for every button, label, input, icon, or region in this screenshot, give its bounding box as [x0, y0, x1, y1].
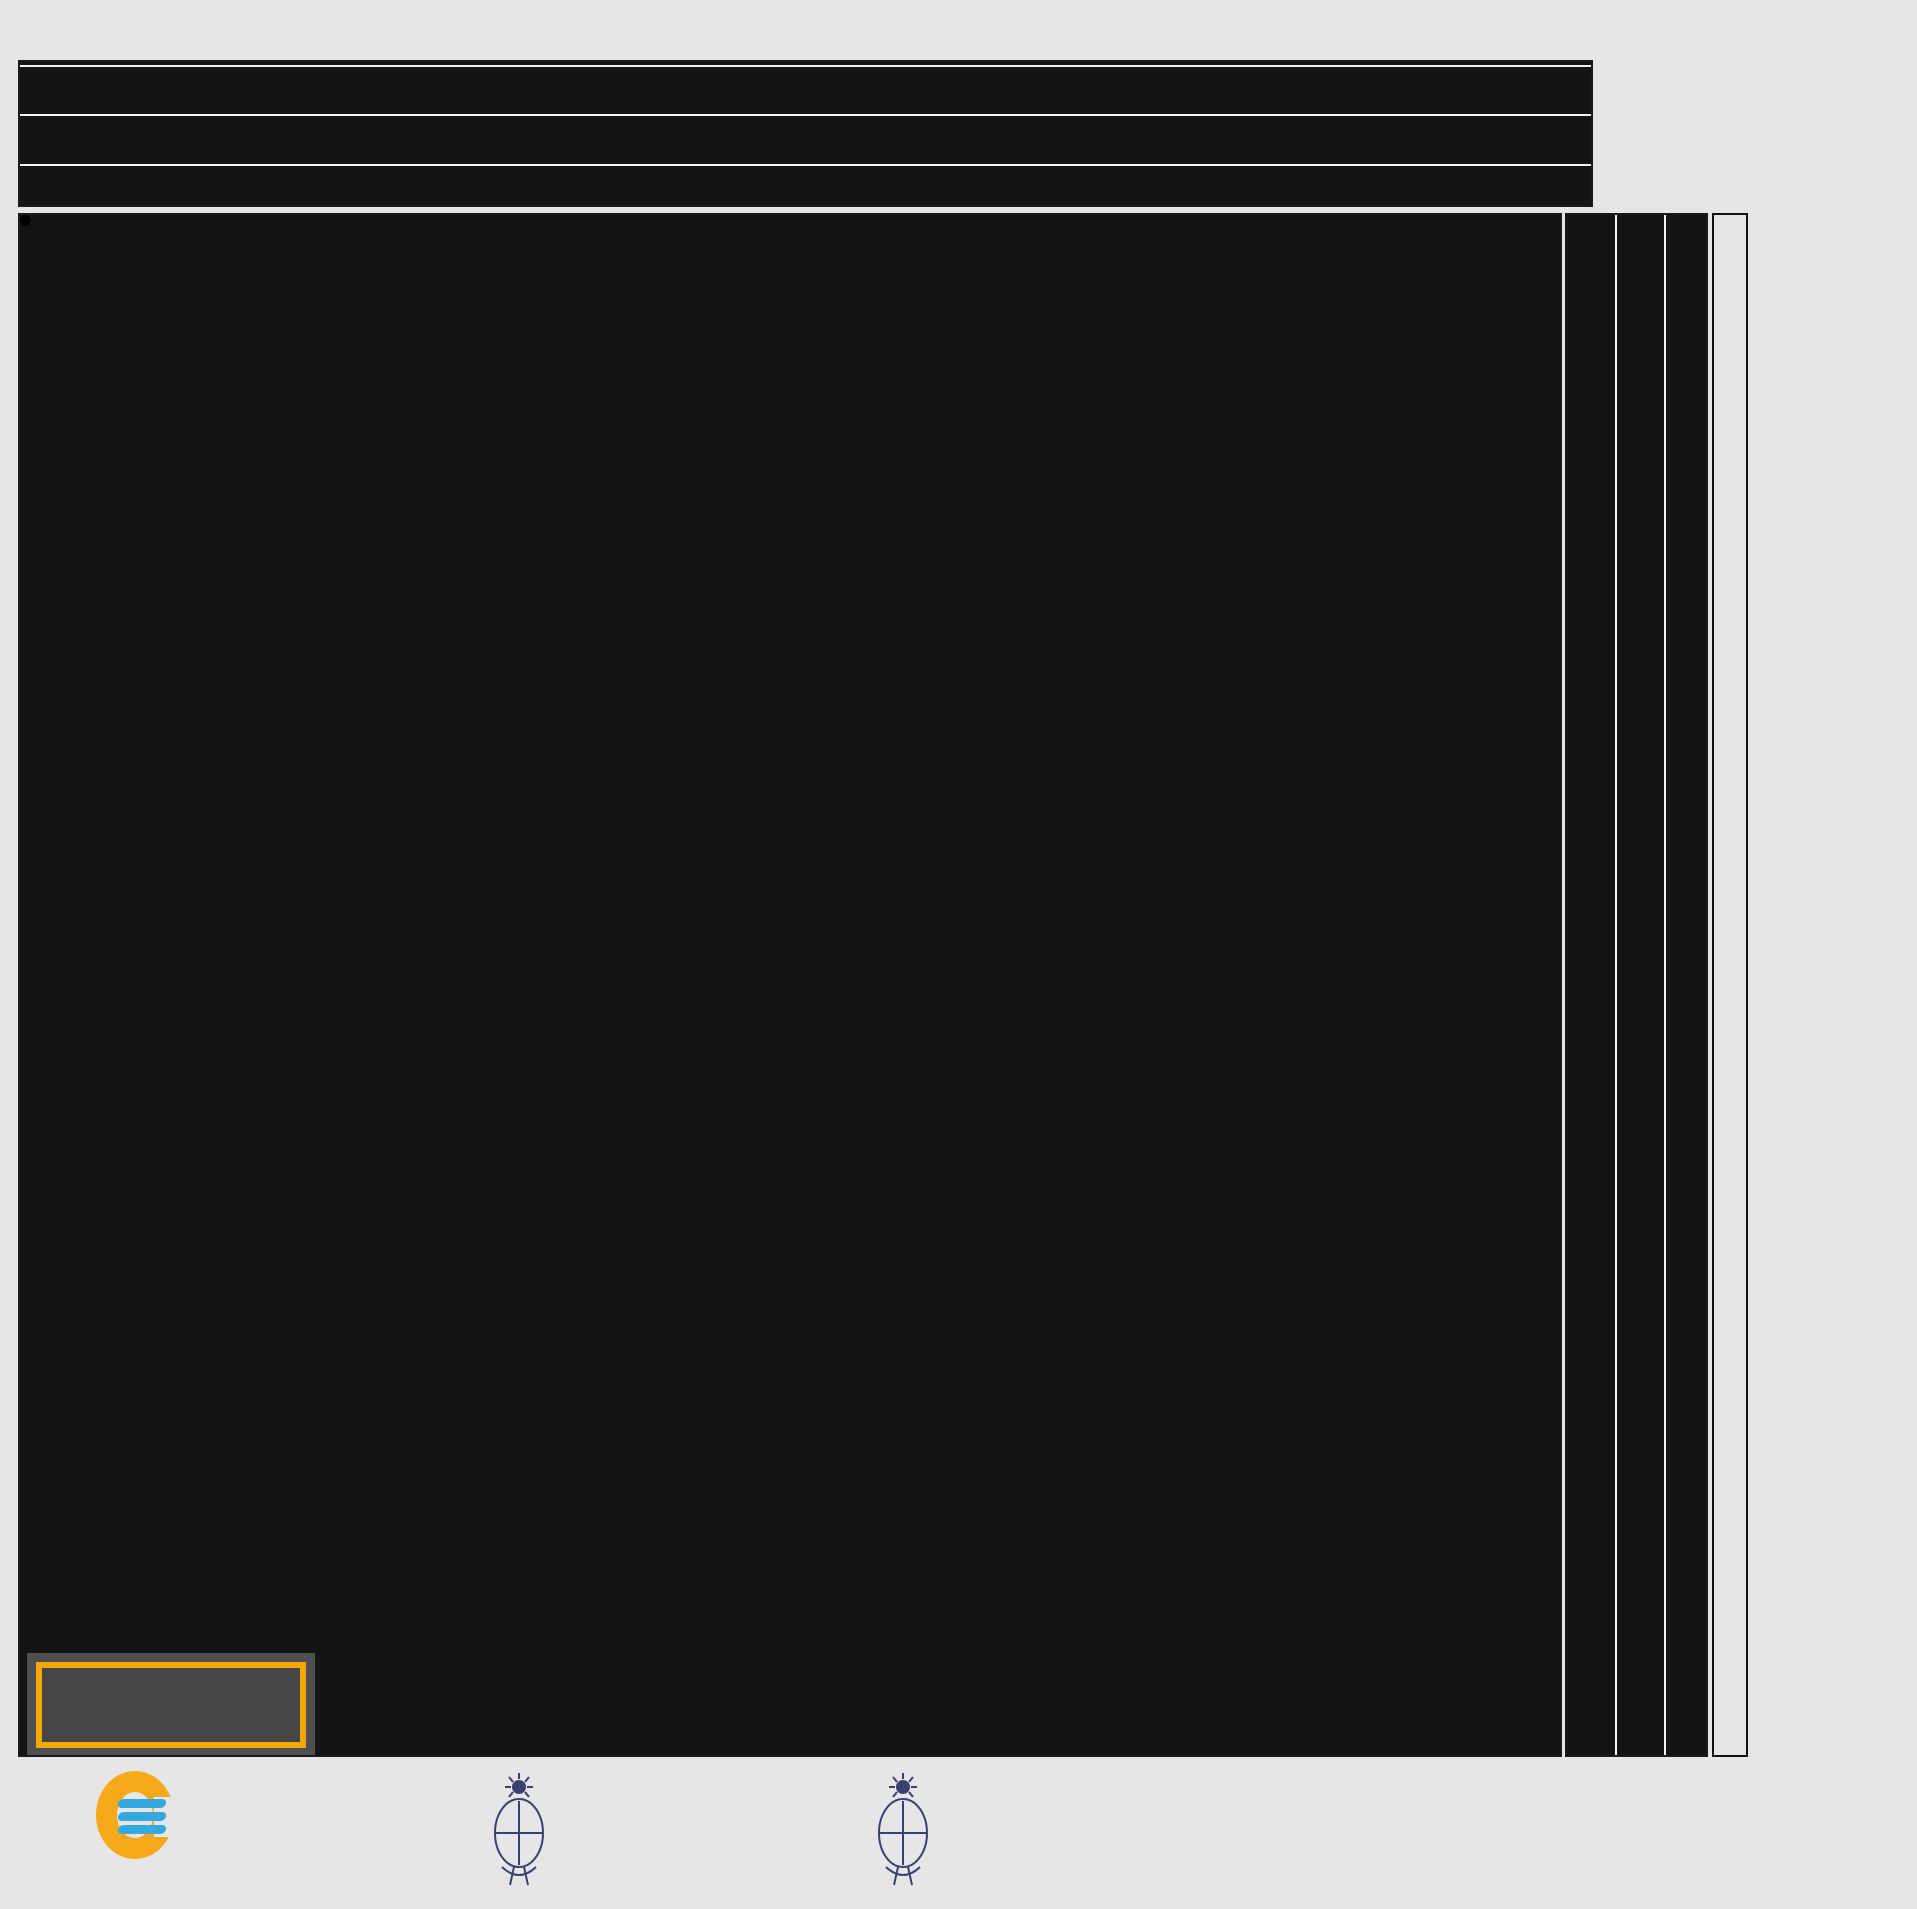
radar-site-marker	[20, 215, 31, 226]
dbz-colorbar	[1712, 213, 1748, 1757]
economia-coat-icon	[878, 1773, 928, 1886]
smn-logo-icon	[96, 1771, 188, 1863]
height-gridline-10km-v	[1664, 215, 1666, 1755]
ew-cross-section-panel	[18, 60, 1593, 207]
smn-logo-block	[96, 1771, 196, 1863]
defensa-coat-icon	[494, 1773, 544, 1886]
footer	[0, 1757, 1917, 1909]
ns-cross-section-panel	[1565, 213, 1708, 1757]
ew-cross-section-echo	[20, 62, 1591, 205]
radar-map-panel	[18, 213, 1562, 1757]
radar-echo-field	[20, 215, 1560, 1755]
ns-cross-section-echo	[1567, 215, 1706, 1755]
height-gridline-15km	[20, 65, 1591, 67]
height-gridline-15km-v	[1706, 215, 1708, 1755]
warning-box[interactable]	[27, 1653, 315, 1755]
height-gridline-10km	[20, 114, 1591, 116]
defensa-logo-block	[488, 1771, 564, 1889]
warning-box-frame	[36, 1662, 306, 1748]
height-gridline-5km-v	[1615, 215, 1617, 1755]
economia-logo-block	[872, 1771, 948, 1889]
height-gridline-5km	[20, 164, 1591, 166]
